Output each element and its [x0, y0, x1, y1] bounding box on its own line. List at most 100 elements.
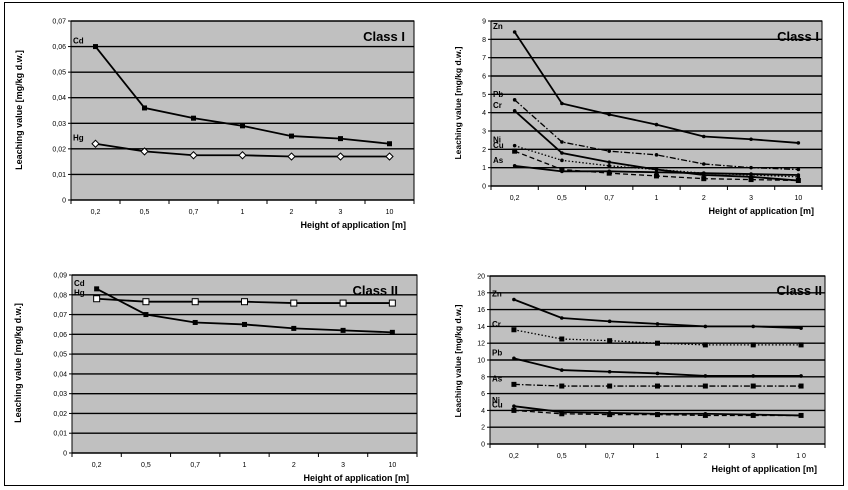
data-point	[336, 152, 345, 161]
y-tick-label: 0,09	[53, 273, 67, 280]
y-tick-label: 4	[482, 110, 486, 117]
data-point	[654, 170, 659, 175]
y-tick-label: 2	[482, 147, 486, 154]
data-point	[654, 122, 659, 127]
data-point	[748, 177, 754, 183]
x-tick-label: 1	[655, 195, 659, 202]
y-tick-label: 0,04	[52, 95, 66, 102]
data-point	[799, 326, 803, 330]
data-point	[702, 383, 708, 389]
data-point	[511, 381, 517, 387]
data-point	[607, 338, 613, 344]
data-point	[702, 412, 708, 418]
x-axis-title: Height of application [m]	[301, 220, 407, 230]
data-point	[798, 383, 804, 389]
x-tick-label: 1 0	[796, 453, 806, 460]
data-point	[143, 312, 149, 318]
data-point	[796, 167, 801, 172]
x-tick-label: 3	[749, 195, 753, 202]
y-tick-label: 0	[62, 198, 66, 205]
x-tick-label: 0,5	[140, 209, 150, 216]
data-point	[191, 115, 196, 121]
y-tick-label: 0,05	[53, 352, 67, 359]
data-point	[701, 162, 706, 166]
data-point	[560, 140, 564, 144]
data-point	[559, 411, 565, 417]
y-tick-label: 0,07	[52, 19, 66, 26]
data-point	[751, 374, 756, 378]
data-point	[607, 383, 613, 389]
data-point	[192, 319, 198, 325]
data-point	[654, 173, 659, 179]
data-point	[512, 356, 516, 361]
y-tick-label: 0,02	[53, 411, 67, 418]
plot-area	[70, 20, 415, 201]
data-point	[607, 169, 612, 174]
data-point	[93, 295, 101, 303]
y-axis-title: Leaching value [mg/kg d.w.]	[13, 303, 23, 423]
data-point	[189, 151, 198, 160]
series-label-as: As	[493, 156, 504, 165]
data-point	[607, 164, 612, 168]
data-point	[191, 298, 199, 306]
chart-1: 0 0,01 0,02 0,03 0,04 0,05 0,06 0,07 0,2 0,5 0,7 1 2…	[14, 19, 415, 230]
chart-title: Class II	[352, 283, 398, 298]
data-point	[242, 321, 247, 327]
chart-2: 0 1 2 3 4 5 6 7 8 9 0,2 0,5 0,7 1 2 3 10 Height of applic…	[453, 19, 823, 216]
x-tick-label: 10	[388, 462, 396, 469]
plot-area	[490, 20, 823, 187]
x-tick-label: 2	[292, 462, 296, 469]
data-point	[751, 324, 756, 329]
series-label-ni: Ni	[493, 136, 501, 145]
data-point	[655, 371, 660, 376]
data-point	[512, 98, 517, 102]
x-tick-label: 0,7	[190, 462, 200, 469]
figure-svg: 00,010,020,030,040,050,060,070,2 0,5 0,7 1 2…	[13, 19, 826, 483]
data-point	[340, 327, 346, 333]
data-point	[703, 374, 708, 378]
y-tick-label: 5	[482, 92, 486, 99]
data-point	[607, 149, 612, 153]
x-tick-label: 3	[751, 453, 755, 460]
y-tick-label: 9	[482, 19, 486, 26]
y-tick-label: 20	[477, 274, 485, 281]
series-label-cr: Cr	[493, 101, 502, 110]
data-point	[287, 152, 296, 161]
data-point	[511, 327, 517, 333]
data-point	[796, 173, 801, 177]
data-point	[654, 153, 659, 157]
data-point	[512, 143, 517, 148]
x-tick-label: 0,5	[141, 462, 151, 469]
data-point	[512, 297, 516, 302]
x-axis-title: Height of application [m]	[712, 464, 818, 474]
y-tick-label: 6	[481, 391, 485, 398]
x-tick-label: 0,7	[604, 195, 614, 202]
data-point	[512, 164, 517, 168]
y-tick-label: 18	[477, 290, 485, 297]
data-point	[796, 141, 801, 145]
data-point	[701, 134, 706, 139]
y-tick-label: 3	[482, 129, 486, 136]
y-axis-title: Leaching value [mg/kg d.w.]	[453, 46, 463, 159]
data-point	[385, 152, 394, 161]
x-tick-label: 2	[290, 209, 294, 216]
data-point	[750, 412, 756, 418]
data-point	[655, 412, 660, 418]
data-point	[607, 319, 612, 324]
y-tick-label: 1	[482, 165, 486, 172]
data-point	[238, 151, 247, 160]
x-tick-label: 2	[702, 195, 706, 202]
y-tick-label: 10	[477, 358, 485, 365]
data-point	[749, 172, 753, 176]
data-point	[560, 158, 564, 163]
x-tick-label: 10	[386, 209, 394, 216]
x-tick-label: 1	[656, 453, 660, 460]
data-point	[607, 369, 612, 374]
data-point	[749, 137, 753, 142]
y-tick-label: 0,01	[52, 172, 66, 179]
y-tick-label: 2	[481, 425, 485, 432]
series-label-cu: Cu	[493, 141, 504, 150]
x-tick-label: 0,2	[91, 209, 101, 216]
data-point	[511, 407, 517, 413]
